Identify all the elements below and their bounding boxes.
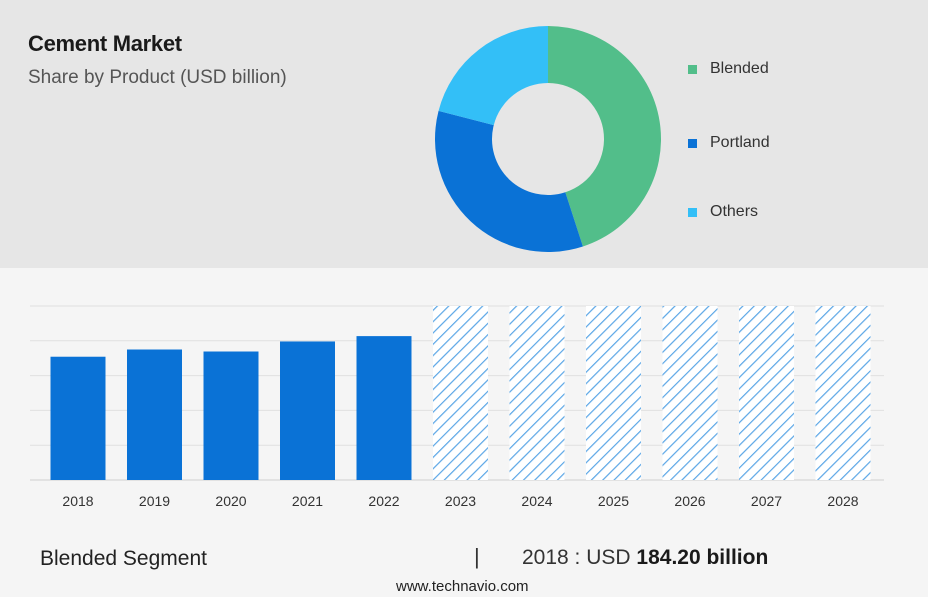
bar-forecast-2026 — [662, 306, 718, 480]
summary-divider: | — [474, 544, 480, 569]
legend-label-portland: Portland — [710, 134, 770, 151]
x-tick-label: 2023 — [445, 493, 476, 509]
x-tick-label: 2024 — [521, 493, 552, 509]
bar-2019 — [127, 349, 182, 480]
bar-forecast-2024 — [509, 306, 565, 480]
bar-2021 — [280, 341, 335, 480]
x-tick-label: 2019 — [139, 493, 170, 509]
x-tick-label: 2025 — [598, 493, 629, 509]
legend-item-blended: Blended — [688, 60, 769, 78]
x-tick-label: 2020 — [215, 493, 246, 509]
bar-2020 — [203, 351, 259, 480]
legend-label-blended: Blended — [710, 60, 769, 77]
donut-slice-others — [438, 26, 548, 126]
bar-forecast-2028 — [815, 306, 871, 480]
bar-forecast-2025 — [586, 306, 641, 480]
legend-swatch-portland — [688, 138, 697, 148]
donut-slice-blended — [548, 26, 661, 247]
legend-item-portland: Portland — [688, 134, 770, 152]
segment-value: 2018 : USD 184.20 billion — [522, 546, 768, 570]
segment-label: Blended Segment — [40, 547, 207, 570]
chart-title: Cement Market — [28, 31, 182, 56]
legend-label-others: Others — [710, 203, 759, 220]
chart-subtitle: Share by Product (USD billion) — [28, 67, 287, 88]
bar-2022 — [356, 336, 412, 480]
x-tick-label: 2028 — [827, 493, 858, 509]
legend-swatch-others — [688, 207, 697, 217]
bar-forecast-2027 — [739, 306, 794, 480]
legend-item-others: Others — [688, 203, 758, 221]
segment-year: 2018 : USD — [522, 546, 631, 569]
donut-chart — [435, 26, 661, 253]
x-tick-label: 2021 — [292, 493, 323, 509]
segment-amount: 184.20 billion — [636, 546, 769, 569]
legend-swatch-blended — [688, 64, 697, 74]
bar-chart: 2018 2019 2020 2021 2022 2023 2024 2025 2026 2027… — [30, 305, 884, 509]
bar-forecast-2023 — [433, 306, 488, 480]
x-tick-label: 2027 — [751, 493, 782, 509]
source-footer: www.technavio.com — [396, 578, 529, 595]
x-tick-label: 2026 — [674, 493, 705, 509]
x-tick-label: 2022 — [368, 493, 399, 509]
donut-slice-portland — [435, 110, 583, 253]
x-tick-label: 2018 — [62, 493, 93, 509]
bar-2018 — [50, 356, 106, 480]
